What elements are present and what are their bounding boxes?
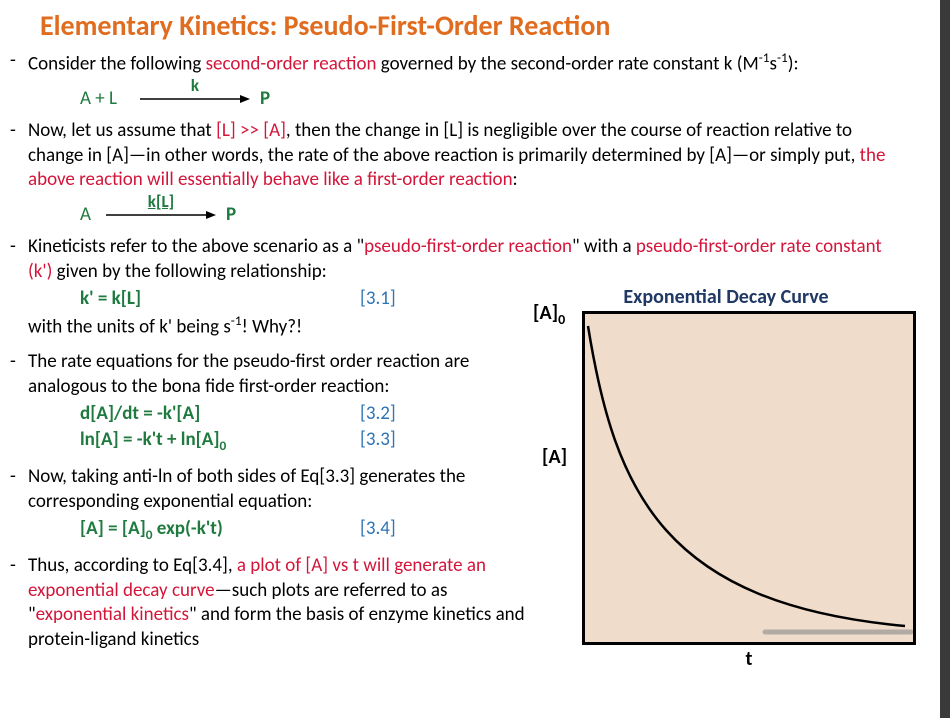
chart-plot-area: [582, 311, 916, 645]
b3-r1: pseudo-first-order reaction: [364, 235, 572, 258]
reaction-scheme-2: A k[L] P: [80, 195, 910, 229]
scheme1-rhs: P: [260, 87, 270, 110]
eq-3-4: [A] = [A]0 exp(-k't) [3.4]: [80, 516, 540, 544]
bullet-6: - Thus, according to Eq[3.4], a plot of …: [10, 554, 540, 653]
b1-post: governed by the second-order rate consta…: [376, 52, 758, 75]
bullet-4: - The rate equations for the pseudo-firs…: [10, 350, 540, 399]
bullet-3: - Kineticists refer to the above scenari…: [10, 235, 910, 284]
chart-ylabel-top: [A]0: [533, 301, 565, 328]
eq32-tag: [3.2]: [360, 401, 396, 427]
eq34-tag: [3.4]: [360, 516, 396, 544]
eq33: ln[A] = -k't + ln[A]0: [80, 427, 360, 455]
bullet-2: - Now, let us assume that [L] >> [A], th…: [10, 119, 910, 193]
scheme1-lhs: A + L: [80, 87, 117, 110]
scheme2-lhs: A: [80, 203, 91, 226]
bullet-5: - Now, taking anti-ln of both sides of E…: [10, 465, 540, 514]
eq33-tag: [3.3]: [360, 427, 396, 455]
b1-pre: Consider the following: [28, 52, 206, 75]
chart-xlabel: t: [582, 647, 916, 671]
chart-ylabel-mid: [A]: [542, 445, 567, 469]
bullet-1: - Consider the following second-order re…: [10, 49, 910, 77]
eq34: [A] = [A]0 exp(-k't): [80, 516, 360, 544]
scheme2-over: k[L]: [106, 195, 216, 209]
b6-r2: exponential kinetics: [36, 603, 189, 626]
eq31-tag: [3.1]: [360, 286, 396, 312]
chart-title: Exponential Decay Curve: [536, 285, 916, 309]
title-text: Elementary Kinetics: Pseudo-First-Order …: [40, 8, 610, 43]
b2-r1: [L] >> [A]: [216, 119, 286, 142]
eq-3-2-3: d[A]/dt = -k'[A] [3.2] ln[A] = -k't + ln…: [80, 401, 540, 454]
b1-red: second-order reaction: [206, 52, 377, 75]
eq-3-1: k' = k[L] [3.1]: [80, 286, 540, 312]
chart-curve: [585, 314, 913, 642]
decay-chart: Exponential Decay Curve [A]0 [A] t: [536, 285, 916, 671]
reaction-scheme-1: A + L k P: [80, 79, 910, 113]
eq31: k' = k[L]: [80, 286, 360, 312]
b3b: with the units of k' being s-1! Why?!: [28, 312, 540, 340]
page-title: Elementary Kinetics: Pseudo-First-Order …: [40, 8, 910, 43]
scrollbar-edge: [940, 0, 950, 718]
scheme1-over: k: [140, 79, 250, 93]
eq32: d[A]/dt = -k'[A]: [80, 401, 360, 427]
scheme2-rhs: P: [226, 203, 236, 226]
